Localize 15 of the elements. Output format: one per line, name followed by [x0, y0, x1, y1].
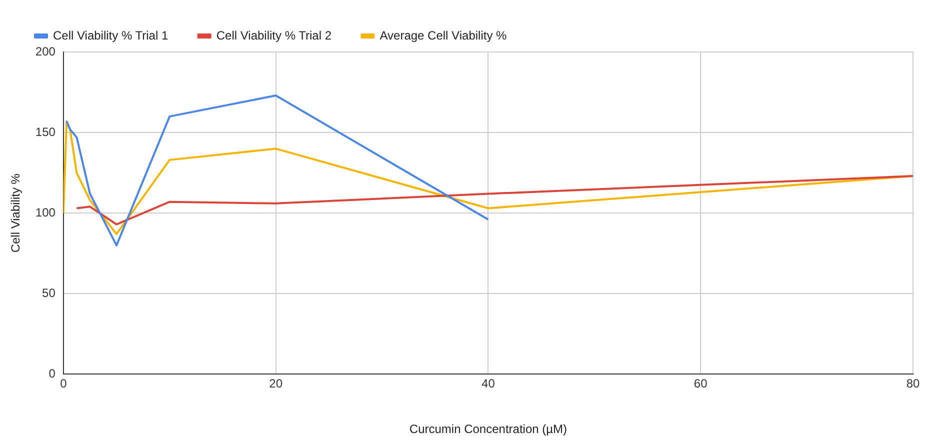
y-tick-label: 50 — [42, 286, 56, 300]
x-tick-label: 40 — [482, 376, 496, 391]
x-axis-title: Curcumin Concentration (µM) — [409, 422, 568, 436]
y-axis-title: Cell Viability % — [8, 173, 23, 253]
x-tick-label: 80 — [906, 376, 920, 391]
legend-label: Average Cell Viability % — [380, 28, 508, 42]
x-tick-label: 0 — [60, 376, 68, 391]
legend-label: Cell Viability % Trial 2 — [216, 28, 332, 42]
x-tick-label: 60 — [694, 376, 708, 391]
legend-label: Cell Viability % Trial 1 — [53, 28, 168, 42]
y-tick-label: 200 — [35, 44, 56, 58]
y-tick-label: 150 — [35, 124, 56, 139]
y-tick-label: 0 — [48, 366, 56, 381]
x-tick-label: 20 — [269, 376, 283, 391]
y-tick-label: 100 — [35, 205, 56, 220]
